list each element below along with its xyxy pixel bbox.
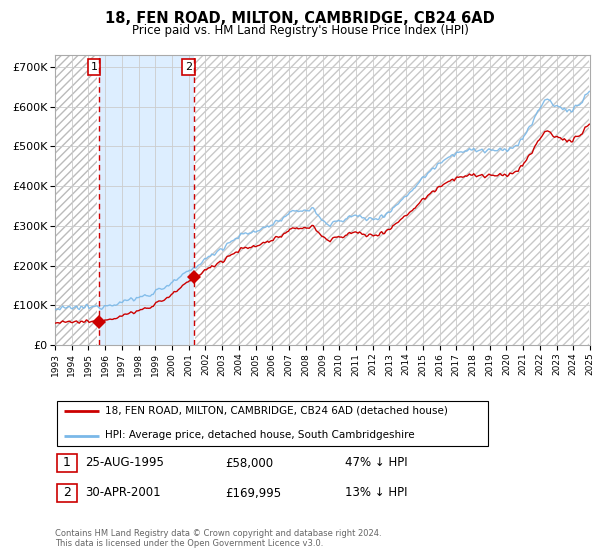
Text: Contains HM Land Registry data © Crown copyright and database right 2024.
This d: Contains HM Land Registry data © Crown c… bbox=[55, 529, 382, 548]
Text: 18, FEN ROAD, MILTON, CAMBRIDGE, CB24 6AD: 18, FEN ROAD, MILTON, CAMBRIDGE, CB24 6A… bbox=[105, 11, 495, 26]
Text: Price paid vs. HM Land Registry's House Price Index (HPI): Price paid vs. HM Land Registry's House … bbox=[131, 24, 469, 36]
FancyBboxPatch shape bbox=[57, 454, 77, 472]
Text: 1: 1 bbox=[63, 456, 71, 469]
Text: £58,000: £58,000 bbox=[225, 456, 273, 469]
FancyBboxPatch shape bbox=[57, 484, 77, 502]
Text: 2: 2 bbox=[185, 62, 192, 72]
Text: HPI: Average price, detached house, South Cambridgeshire: HPI: Average price, detached house, Sout… bbox=[105, 431, 415, 441]
Text: 13% ↓ HPI: 13% ↓ HPI bbox=[345, 487, 407, 500]
Text: 1: 1 bbox=[91, 62, 97, 72]
Text: 47% ↓ HPI: 47% ↓ HPI bbox=[345, 456, 407, 469]
Text: 18, FEN ROAD, MILTON, CAMBRIDGE, CB24 6AD (detached house): 18, FEN ROAD, MILTON, CAMBRIDGE, CB24 6A… bbox=[105, 405, 448, 416]
Text: 25-AUG-1995: 25-AUG-1995 bbox=[85, 456, 164, 469]
Text: £169,995: £169,995 bbox=[225, 487, 281, 500]
Text: 2: 2 bbox=[63, 487, 71, 500]
Text: 30-APR-2001: 30-APR-2001 bbox=[85, 487, 161, 500]
FancyBboxPatch shape bbox=[57, 400, 488, 446]
